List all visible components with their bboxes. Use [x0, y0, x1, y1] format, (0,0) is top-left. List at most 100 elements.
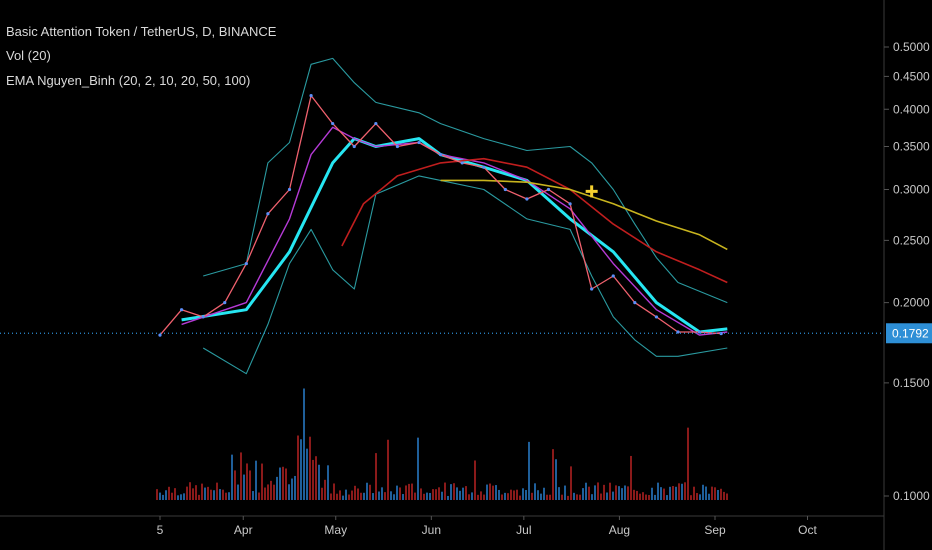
price-point: [179, 308, 184, 312]
volume-bar: [375, 453, 377, 500]
price-point: [525, 197, 529, 201]
volume-bar: [711, 486, 713, 500]
ema-indicator-label[interactable]: EMA Nguyen_Binh (20, 2, 10, 20, 50, 100): [6, 73, 251, 88]
volume-bar: [537, 490, 539, 500]
volume-bar: [594, 485, 596, 500]
volume-bar: [687, 427, 689, 500]
volume-bar: [603, 484, 605, 500]
volume-bar: [336, 493, 338, 500]
volume-bar: [183, 493, 185, 500]
x-tick-label: Aug: [609, 523, 630, 537]
y-tick-label: 0.2500: [893, 233, 930, 247]
volume-bar: [384, 492, 386, 500]
volume-bar: [378, 491, 380, 500]
signal-markers: [585, 185, 598, 198]
volume-bar: [327, 465, 329, 500]
volume-bar: [543, 487, 545, 500]
volume-bar: [684, 482, 686, 500]
volume-bar: [630, 455, 632, 500]
price-line: [158, 94, 723, 337]
volume-bar: [606, 492, 608, 500]
volume-bar: [693, 486, 695, 500]
volume-bar: [162, 494, 164, 500]
price-point: [438, 152, 443, 157]
volume-bar: [306, 448, 308, 500]
volume-bar: [495, 485, 497, 500]
volume-bar: [681, 483, 683, 500]
volume-bar: [267, 484, 269, 500]
volume-bar: [405, 485, 407, 500]
volume-bar: [534, 483, 536, 500]
volume-bar: [180, 494, 182, 500]
price-point: [266, 212, 270, 216]
volume-bar: [576, 494, 578, 500]
price-point: [590, 287, 594, 291]
volume-bar: [645, 494, 647, 500]
volume-bar: [324, 479, 326, 500]
volume-bar: [282, 466, 284, 500]
volume-bar: [195, 485, 197, 500]
volume-bar: [372, 493, 374, 500]
volume-bar: [231, 454, 233, 500]
volume-bar: [171, 492, 173, 500]
volume-bar: [474, 460, 476, 500]
series-line-ema-slow: [341, 157, 728, 284]
series-line-ema-long: [440, 179, 728, 251]
volume-bar: [270, 480, 272, 500]
volume-bar: [582, 488, 584, 500]
volume-bar: [483, 494, 485, 500]
volume-bar: [264, 487, 266, 500]
volume-bar: [585, 482, 587, 500]
volume-bar: [525, 489, 527, 500]
volume-bar: [477, 494, 479, 500]
volume-bar: [690, 495, 692, 500]
volume-bar: [720, 488, 722, 500]
volume-bar: [519, 495, 521, 500]
volume-bar: [240, 452, 242, 500]
volume-bar: [213, 490, 215, 500]
volume-bar: [723, 491, 725, 500]
volume-bar: [501, 494, 503, 500]
volume-bar: [246, 463, 248, 500]
volume-bar: [465, 486, 467, 500]
volume-bar: [312, 459, 314, 500]
volume-bar: [189, 482, 191, 500]
volume-bar: [573, 492, 575, 500]
volume-bar: [717, 489, 719, 500]
volume-bar: [390, 491, 392, 500]
volume-bars: [156, 388, 728, 500]
volume-bar: [285, 468, 287, 500]
y-tick-label: 0.2000: [893, 296, 930, 310]
volume-bar: [567, 495, 569, 500]
x-tick-label: Jun: [422, 523, 441, 537]
volume-indicator-label[interactable]: Vol (20): [6, 48, 51, 63]
volume-bar: [591, 494, 593, 500]
volume-bar: [201, 483, 203, 500]
volume-bar: [579, 494, 581, 500]
y-tick-label: 0.3500: [893, 140, 930, 154]
price-point: [158, 333, 162, 337]
x-tick-label: Jul: [516, 523, 531, 537]
volume-bar: [441, 491, 443, 500]
volume-bar: [657, 482, 659, 500]
volume-bar: [411, 483, 413, 500]
volume-bar: [417, 437, 419, 500]
volume-bar: [159, 492, 161, 500]
volume-bar: [156, 489, 158, 500]
volume-bar: [258, 492, 260, 500]
volume-bar: [363, 492, 365, 500]
price-point: [417, 140, 421, 145]
volume-bar: [660, 487, 662, 500]
price-point: [676, 330, 680, 334]
volume-bar: [354, 485, 356, 500]
volume-bar: [360, 492, 362, 500]
bollinger-bands: [202, 57, 728, 375]
series-line-bb-upper: [203, 57, 728, 304]
volume-bar: [666, 495, 668, 500]
volume-bar: [276, 476, 278, 500]
volume-bar: [615, 485, 617, 500]
volume-bar: [165, 490, 167, 500]
volume-bar: [507, 493, 509, 500]
volume-bar: [423, 493, 425, 500]
